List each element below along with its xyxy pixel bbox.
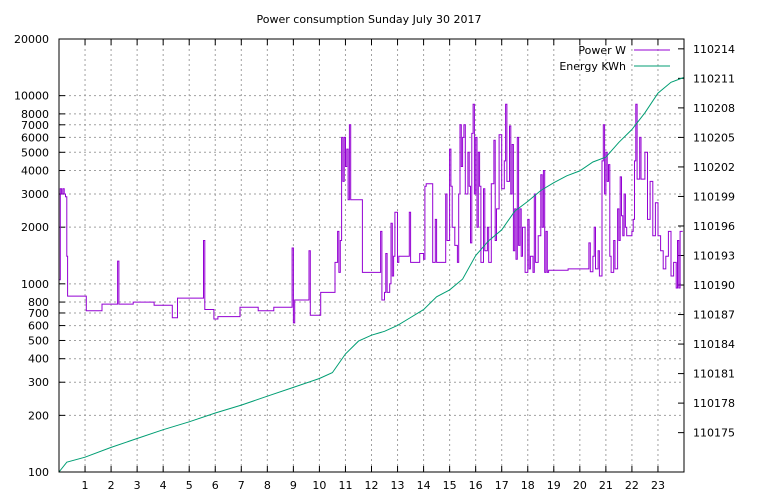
x-tick-label: 15 xyxy=(443,479,457,492)
y-tick-label: 100 xyxy=(28,466,49,479)
y2-tick-label: 110199 xyxy=(693,190,735,203)
series-power-w-line xyxy=(59,103,683,324)
y-tick-label: 200 xyxy=(28,409,49,422)
y2-tick-label: 110190 xyxy=(693,279,735,292)
legend: Power W Energy KWh xyxy=(559,44,670,73)
x-tick-label: 16 xyxy=(469,479,483,492)
y-tick-label: 20000 xyxy=(14,33,49,46)
y-tick-label: 10000 xyxy=(14,90,49,103)
y2-tick-label: 110178 xyxy=(693,397,735,410)
x-tick-label: 4 xyxy=(160,479,167,492)
x-tick-label: 8 xyxy=(264,479,271,492)
x-tick-label: 10 xyxy=(312,479,326,492)
plot-frame xyxy=(58,38,685,473)
y2-tick-label: 110181 xyxy=(693,368,735,381)
y-tick-label: 7000 xyxy=(21,119,49,132)
x-tick-label: 13 xyxy=(391,479,405,492)
y-tick-label: 800 xyxy=(28,296,49,309)
x-tick-label: 21 xyxy=(599,479,613,492)
x-tick-label: 19 xyxy=(547,479,561,492)
y-tick-label: 3000 xyxy=(21,188,49,201)
x-tick-label: 6 xyxy=(212,479,219,492)
y-tick-label: 2000 xyxy=(21,221,49,234)
y-tick-label: 400 xyxy=(28,353,49,366)
y-tick-label: 600 xyxy=(28,320,49,333)
legend-label: Power W xyxy=(578,44,626,57)
x-tick-label: 5 xyxy=(186,479,193,492)
x-tick-label: 3 xyxy=(134,479,141,492)
y2-tick-label: 110202 xyxy=(693,161,735,174)
x-tick-label: 1 xyxy=(82,479,89,492)
y2-axis-tick-labels: 110175 110178 110181 110184 110187 110190 1101… xyxy=(693,43,735,440)
chart-title: Power consumption Sunday July 30 2017 xyxy=(257,13,482,26)
x-tick-label: 9 xyxy=(290,479,297,492)
x-tick-label: 20 xyxy=(573,479,587,492)
y-tick-label: 6000 xyxy=(21,131,49,144)
axis-ticks xyxy=(59,38,684,473)
x-tick-label: 23 xyxy=(651,479,665,492)
legend-label: Energy KWh xyxy=(559,60,626,73)
y-tick-label: 4000 xyxy=(21,165,49,178)
y-tick-label: 700 xyxy=(28,307,49,320)
series-lines xyxy=(58,76,685,473)
x-tick-label: 11 xyxy=(338,479,352,492)
x-tick-label: 22 xyxy=(625,479,639,492)
x-tick-label: 14 xyxy=(417,479,431,492)
y2-tick-label: 110196 xyxy=(693,220,735,233)
x-tick-label: 7 xyxy=(238,479,245,492)
series-energy-kwh-line xyxy=(58,76,685,473)
y2-tick-label: 110184 xyxy=(693,338,735,351)
y2-tick-label: 110193 xyxy=(693,250,735,263)
y2-tick-label: 110211 xyxy=(693,72,735,85)
y2-tick-label: 110175 xyxy=(693,427,735,440)
x-tick-label: 12 xyxy=(365,479,379,492)
y2-tick-label: 110208 xyxy=(693,102,735,115)
y2-tick-label: 110187 xyxy=(693,309,735,322)
x-axis-tick-labels: 1 2 3 4 5 6 7 8 9 10 11 12 13 14 15 16 17 18 19 20 21 22 23 xyxy=(82,479,665,492)
y-tick-label: 1000 xyxy=(21,278,49,291)
y-tick-label: 300 xyxy=(28,376,49,389)
x-tick-label: 17 xyxy=(495,479,509,492)
y2-tick-label: 110205 xyxy=(693,131,735,144)
y-tick-label: 500 xyxy=(28,334,49,347)
y2-tick-label: 110214 xyxy=(693,43,735,56)
x-tick-label: 18 xyxy=(521,479,535,492)
x-tick-label: 2 xyxy=(108,479,115,492)
y-tick-label: 8000 xyxy=(21,108,49,121)
y-tick-label: 5000 xyxy=(21,146,49,159)
